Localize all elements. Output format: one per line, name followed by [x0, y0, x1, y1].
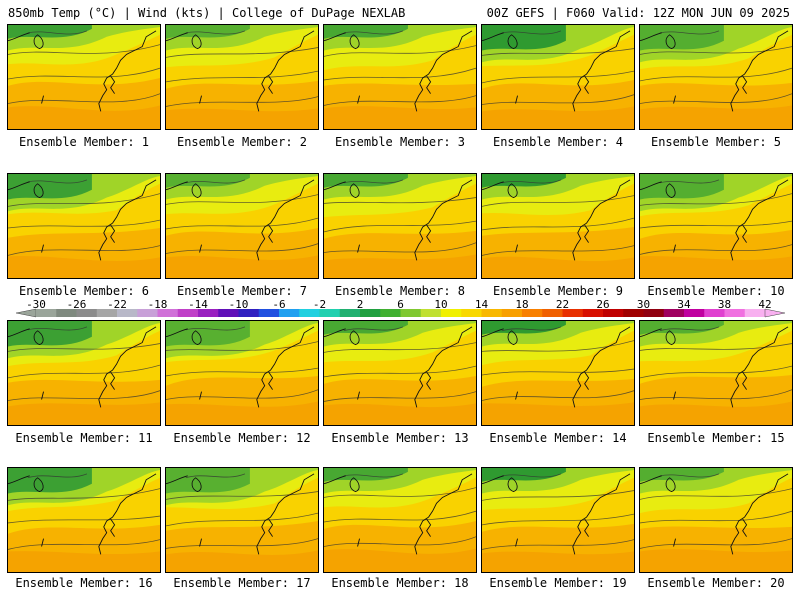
colorbar-swatch	[724, 309, 746, 317]
colorbar-swatch	[360, 309, 381, 317]
colorbar-swatch	[218, 309, 239, 317]
colorbar-swatch	[663, 309, 685, 317]
colorbar-tick-label: -14	[188, 298, 208, 311]
colorbar-tick-label: -22	[107, 298, 127, 311]
map-title: 850mb Temp (°C) | Wind (kts) | College o…	[8, 6, 406, 20]
ensemble-member-label: Ensemble Member: 8	[334, 284, 466, 298]
ensemble-member-map-13[interactable]	[323, 320, 477, 426]
ensemble-member-label: Ensemble Member: 3	[334, 135, 466, 149]
ensemble-member-map-10[interactable]	[639, 173, 793, 279]
ensemble-member-map-6[interactable]	[7, 173, 161, 279]
colorbar-swatch	[56, 309, 77, 317]
colorbar-swatch	[380, 309, 401, 317]
ensemble-member-map-9[interactable]	[481, 173, 635, 279]
colorbar-tick-label: 10	[434, 298, 448, 311]
colorbar-swatch	[441, 309, 462, 317]
ensemble-member-label: Ensemble Member: 20	[647, 576, 785, 590]
ensemble-member-label: Ensemble Member: 13	[331, 431, 469, 445]
ensemble-member-map-5[interactable]	[639, 24, 793, 130]
colorbar-swatch	[643, 309, 665, 317]
colorbar-tick-label: 34	[677, 298, 691, 311]
ensemble-member-map-20[interactable]	[639, 467, 793, 573]
ensemble-member-map-17[interactable]	[165, 467, 319, 573]
ensemble-member-label: Ensemble Member: 12	[173, 431, 311, 445]
ensemble-member-label: Ensemble Member: 10	[647, 284, 785, 298]
ensemble-member-map-14[interactable]	[481, 320, 635, 426]
ensemble-member-label: Ensemble Member: 1	[18, 135, 150, 149]
ensemble-member-map-11[interactable]	[7, 320, 161, 426]
colorbar-tick-label: 2	[356, 298, 364, 311]
colorbar-right-arrow	[764, 308, 786, 318]
colorbar-swatch	[623, 309, 644, 317]
temperature-colorbar	[15, 308, 786, 318]
ensemble-member-map-1[interactable]	[7, 24, 161, 130]
colorbar-tick-label: -26	[66, 298, 87, 311]
colorbar-swatch	[36, 309, 57, 317]
colorbar-tick-label: 42	[758, 298, 772, 311]
ensemble-member-map-12[interactable]	[165, 320, 319, 426]
ensemble-member-map-3[interactable]	[323, 24, 477, 130]
colorbar-swatch	[157, 309, 179, 317]
ensemble-member-map-2[interactable]	[165, 24, 319, 130]
colorbar-tick-label: 22	[555, 298, 570, 311]
valid-time-label: 00Z GEFS | F060 Valid: 12Z MON JUN 09 20…	[486, 6, 790, 20]
colorbar-swatch	[744, 309, 766, 317]
ensemble-member-map-16[interactable]	[7, 467, 161, 573]
ensemble-member-label: Ensemble Member: 15	[647, 431, 785, 445]
colorbar-swatch	[137, 309, 158, 317]
colorbar-tick-label: 26	[596, 298, 610, 311]
ensemble-member-label: Ensemble Member: 11	[15, 431, 153, 445]
colorbar-swatch	[96, 309, 118, 317]
ensemble-member-label: Ensemble Member: 14	[489, 431, 627, 445]
ensemble-member-map-19[interactable]	[481, 467, 635, 573]
ensemble-member-label: Ensemble Member: 6	[18, 284, 150, 298]
ensemble-member-label: Ensemble Member: 7	[176, 284, 308, 298]
colorbar-swatch	[76, 309, 98, 317]
ensemble-member-label: Ensemble Member: 16	[15, 576, 153, 590]
colorbar-swatch	[339, 309, 361, 317]
colorbar-swatch	[117, 309, 138, 317]
ensemble-member-label: Ensemble Member: 18	[331, 576, 469, 590]
colorbar-tick-label: 6	[397, 298, 404, 311]
ensemble-member-map-7[interactable]	[165, 173, 319, 279]
colorbar-swatch	[461, 309, 482, 317]
colorbar-tick-label: 38	[717, 298, 732, 311]
colorbar-swatch	[562, 309, 584, 317]
colorbar-tick-label: -10	[228, 298, 249, 311]
ensemble-member-map-15[interactable]	[639, 320, 793, 426]
colorbar-swatch	[522, 309, 543, 317]
colorbar-tick-label: 30	[636, 298, 651, 311]
colorbar-swatch	[238, 309, 260, 317]
ensemble-member-map-4[interactable]	[481, 24, 635, 130]
ensemble-member-label: Ensemble Member: 5	[650, 135, 782, 149]
colorbar-swatch	[279, 309, 300, 317]
colorbar-swatch	[582, 309, 604, 317]
colorbar-swatch	[400, 309, 422, 317]
colorbar-swatch	[420, 309, 442, 317]
ensemble-member-label: Ensemble Member: 17	[173, 576, 311, 590]
colorbar-tick-label: 18	[515, 298, 529, 311]
ensemble-member-label: Ensemble Member: 2	[176, 135, 308, 149]
colorbar-tick-label: 14	[474, 298, 489, 311]
colorbar-swatch	[319, 309, 341, 317]
ensemble-member-label: Ensemble Member: 19	[489, 576, 627, 590]
colorbar-swatch	[501, 309, 523, 317]
colorbar-tick-label: -18	[147, 298, 168, 311]
colorbar-tick-label: -2	[312, 298, 327, 311]
colorbar-swatch	[704, 309, 725, 317]
colorbar-tick-label: -6	[272, 298, 286, 311]
colorbar-swatch	[177, 309, 199, 317]
colorbar-swatch	[684, 309, 705, 317]
colorbar-tick-label: -30	[26, 298, 46, 311]
colorbar-swatch	[542, 309, 563, 317]
ensemble-member-map-18[interactable]	[323, 467, 477, 573]
ensemble-member-label: Ensemble Member: 9	[492, 284, 624, 298]
colorbar-swatch	[481, 309, 503, 317]
colorbar-swatch	[603, 309, 624, 317]
ensemble-member-map-8[interactable]	[323, 173, 477, 279]
colorbar-swatch	[299, 309, 320, 317]
colorbar-swatch	[198, 309, 219, 317]
colorbar-swatch	[258, 309, 280, 317]
ensemble-member-label: Ensemble Member: 4	[492, 135, 624, 149]
